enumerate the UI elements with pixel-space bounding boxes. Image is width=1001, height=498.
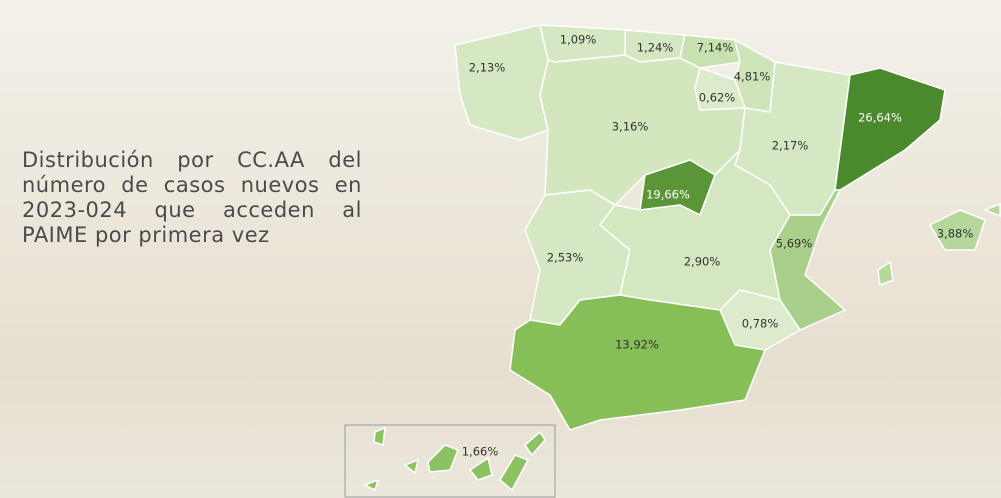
region xyxy=(427,444,459,473)
region-label: 26,64% xyxy=(858,111,902,125)
region xyxy=(499,454,530,492)
region xyxy=(468,456,493,481)
region-label: 5,69% xyxy=(776,237,813,251)
region-label: 1,66% xyxy=(462,445,499,459)
region-label: 3,16% xyxy=(612,120,649,134)
region xyxy=(523,430,546,457)
region xyxy=(982,202,1001,218)
region-label: 19,66% xyxy=(646,188,690,202)
region xyxy=(363,478,380,492)
region-label: 2,53% xyxy=(547,251,584,265)
region xyxy=(679,34,741,69)
region xyxy=(928,209,986,251)
canarias-box xyxy=(344,424,556,498)
region-label: 13,92% xyxy=(615,338,659,352)
region xyxy=(373,426,386,447)
region xyxy=(509,294,767,431)
region xyxy=(877,260,894,287)
region-label: 4,81% xyxy=(734,70,771,84)
region-label: 2,17% xyxy=(772,139,809,153)
region-label: 0,62% xyxy=(699,91,736,105)
region-label: 1,24% xyxy=(637,41,674,55)
region xyxy=(454,24,549,141)
region-label: 2,90% xyxy=(684,255,721,269)
region-label: 2,13% xyxy=(469,61,506,75)
region-label: 1,09% xyxy=(560,33,597,47)
region xyxy=(834,67,946,191)
region xyxy=(769,189,847,331)
region xyxy=(403,458,420,475)
title: Distribución por CC.AA del número de cas… xyxy=(22,148,362,247)
region-label: 0,78% xyxy=(742,317,779,331)
region-label: 7,14% xyxy=(697,41,734,55)
region-label: 3,88% xyxy=(937,227,974,241)
